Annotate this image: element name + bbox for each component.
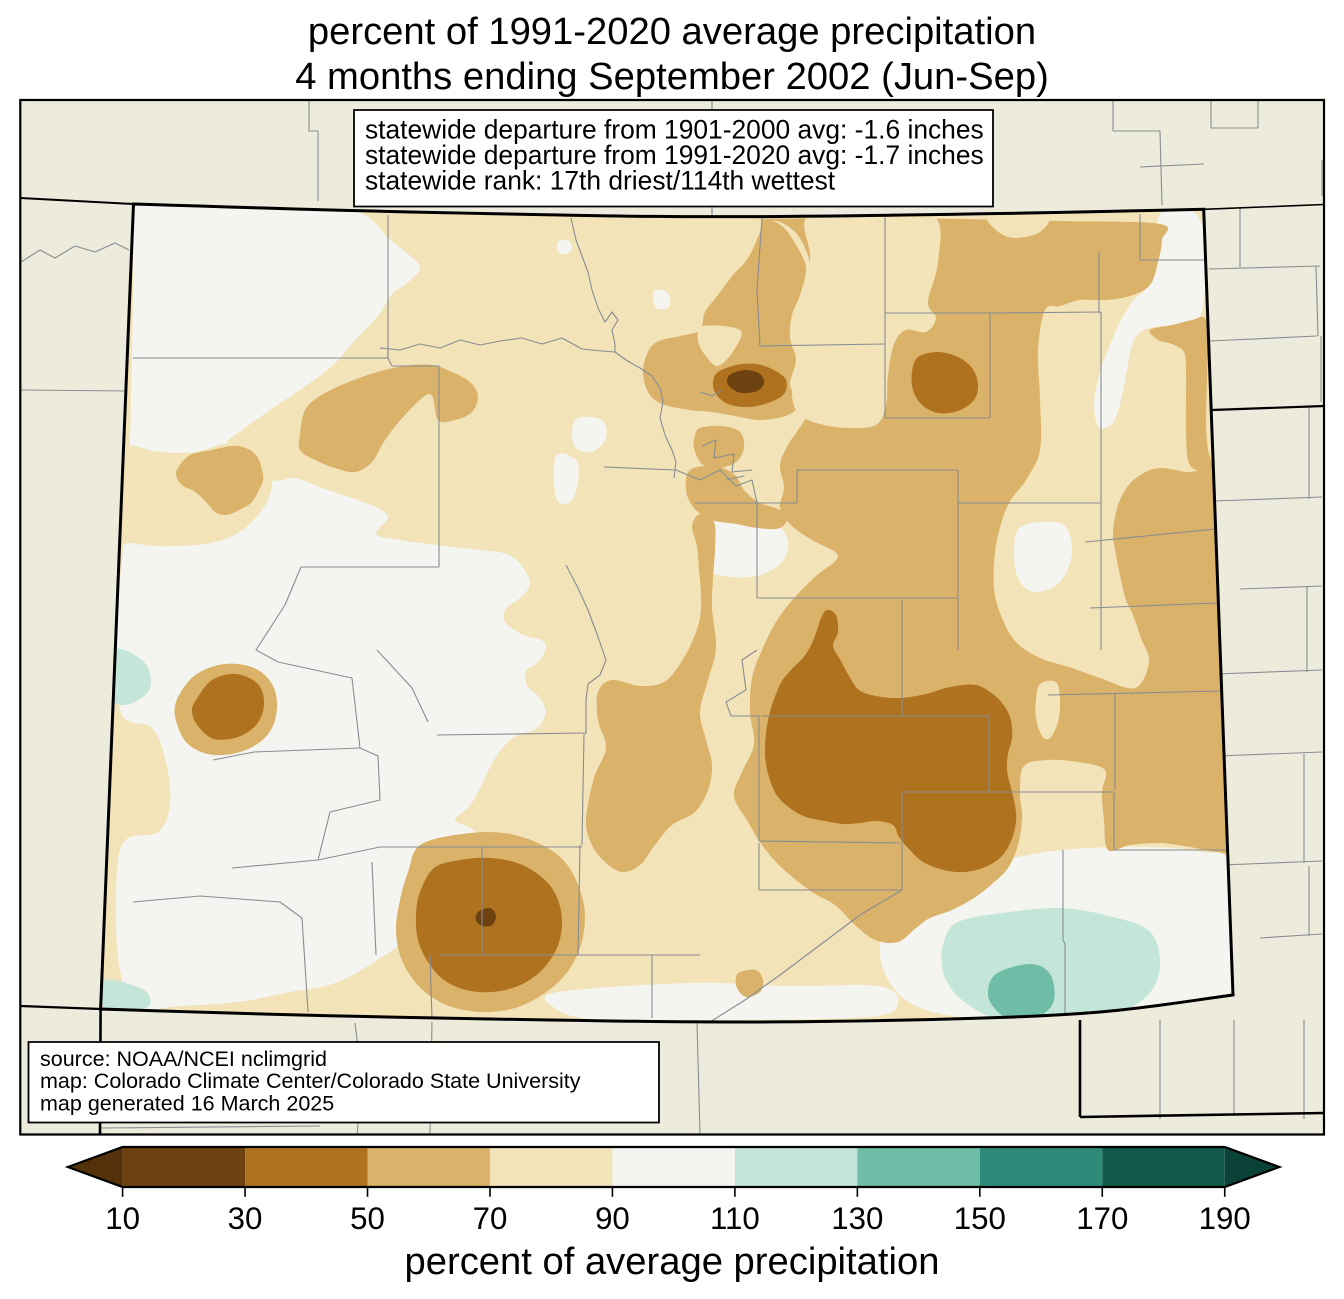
svg-text:190: 190 [1199,1201,1251,1236]
svg-text:statewide rank: 17th driest/11: statewide rank: 17th driest/114th wettes… [365,165,836,195]
svg-text:statewide departure from 1901-: statewide departure from 1901-2000 avg: … [365,114,984,144]
svg-text:170: 170 [1076,1201,1128,1236]
svg-text:130: 130 [831,1201,883,1236]
svg-text:150: 150 [954,1201,1006,1236]
svg-text:90: 90 [595,1201,630,1236]
svg-text:30: 30 [228,1201,263,1236]
svg-text:statewide departure from 1991-: statewide departure from 1991-2020 avg: … [365,140,984,170]
svg-text:4 months ending September 2002: 4 months ending September 2002 (Jun-Sep) [295,55,1049,98]
svg-text:map: Colorado Climate Center/C: map: Colorado Climate Center/Colorado St… [40,1069,581,1093]
svg-text:110: 110 [710,1201,760,1236]
svg-text:map generated 16 March 2025: map generated 16 March 2025 [40,1091,334,1115]
svg-text:70: 70 [473,1201,508,1236]
svg-text:percent of average precipitati: percent of average precipitation [405,1240,940,1283]
svg-text:source: NOAA/NCEI nclimgrid: source: NOAA/NCEI nclimgrid [40,1047,327,1071]
svg-text:10: 10 [105,1201,140,1236]
svg-text:50: 50 [350,1201,385,1236]
svg-text:percent of 1991-2020 average p: percent of 1991-2020 average precipitati… [308,10,1036,53]
